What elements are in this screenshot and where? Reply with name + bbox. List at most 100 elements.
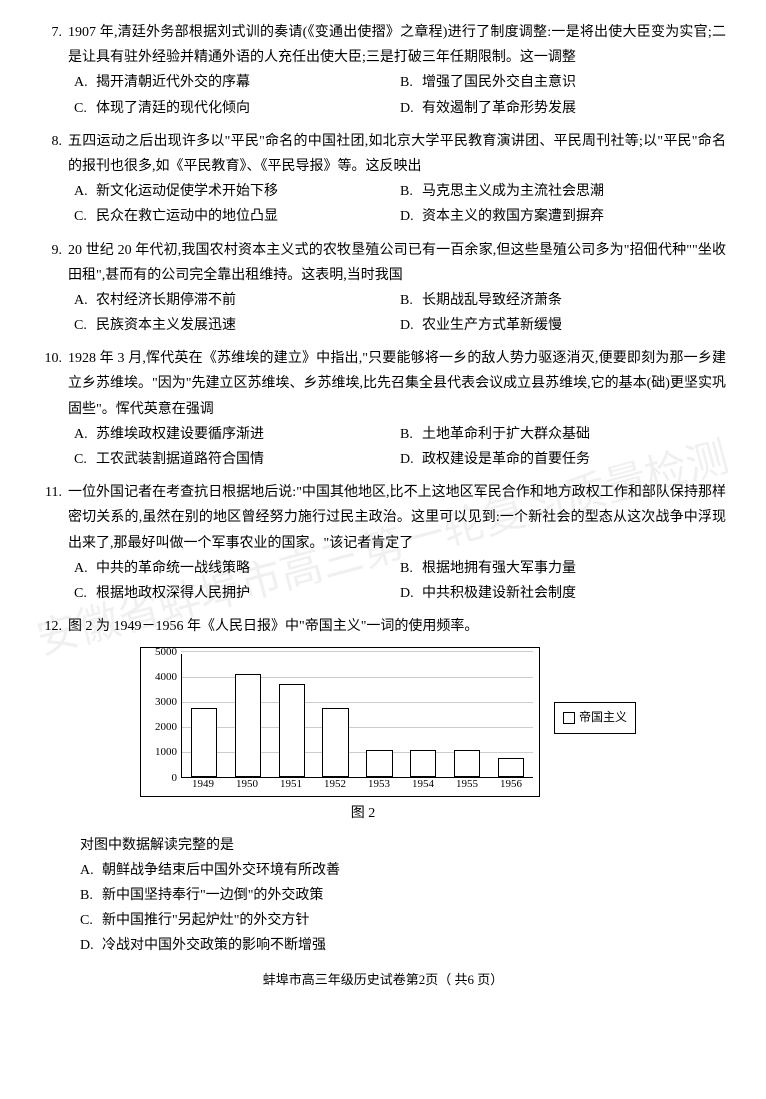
question-stem: 五四运动之后出现许多以"平民"命名的中国社团,如北京大学平民教育演讲团、平民周刊… bbox=[68, 129, 726, 179]
option-text: 揭开清朝近代外交的序幕 bbox=[96, 70, 400, 95]
question-12: 12.图 2 为 1949－1956 年《人民日报》中"帝国主义"一词的使用频率… bbox=[40, 614, 726, 639]
option-label: C. bbox=[74, 581, 96, 606]
x-tick-label: 1953 bbox=[357, 775, 401, 795]
question-stem: 1928 年 3 月,恽代英在《苏维埃的建立》中指出,"只要能够将一乡的敌人势力… bbox=[68, 346, 726, 422]
question-8: 8.五四运动之后出现许多以"平民"命名的中国社团,如北京大学平民教育演讲团、平民… bbox=[40, 129, 726, 230]
option-text: 马克思主义成为主流社会思潮 bbox=[422, 179, 726, 204]
y-tick-label: 4000 bbox=[155, 668, 177, 688]
option-label: A. bbox=[74, 556, 96, 581]
option-text: 民族资本主义发展迅速 bbox=[96, 313, 400, 338]
bar bbox=[279, 684, 305, 777]
option: C.根据地政权深得人民拥护 bbox=[74, 581, 400, 606]
option-label: C. bbox=[74, 313, 96, 338]
question-11: 11.一位外国记者在考查抗日根据地后说:"中国其他地区,比不上这地区军民合作和地… bbox=[40, 480, 726, 606]
option-label: B. bbox=[400, 422, 422, 447]
option-label: B. bbox=[400, 288, 422, 313]
option-text: 根据地政权深得人民拥护 bbox=[96, 581, 400, 606]
option-label: B. bbox=[400, 556, 422, 581]
bar bbox=[366, 750, 392, 777]
bar bbox=[410, 750, 436, 777]
option-text: 长期战乱导致经济萧条 bbox=[422, 288, 726, 313]
option: A.苏维埃政权建设要循序渐进 bbox=[74, 422, 400, 447]
option: B.马克思主义成为主流社会思潮 bbox=[400, 179, 726, 204]
option-text: 土地革命利于扩大群众基础 bbox=[422, 422, 726, 447]
option: C.工农武装割据道路符合国情 bbox=[74, 447, 400, 472]
option-label: B. bbox=[80, 883, 102, 908]
q12-prompt: 对图中数据解读完整的是 bbox=[80, 833, 726, 858]
option-label: D. bbox=[400, 96, 422, 121]
y-tick-label: 3000 bbox=[155, 693, 177, 713]
option-text: 中共的革命统一战线策略 bbox=[96, 556, 400, 581]
option-label: D. bbox=[400, 447, 422, 472]
question-9: 9.20 世纪 20 年代初,我国农村资本主义式的农牧垦殖公司已有一百余家,但这… bbox=[40, 238, 726, 339]
y-tick-label: 1000 bbox=[155, 743, 177, 763]
chart-legend: 帝国主义 bbox=[554, 702, 636, 734]
option-label: C. bbox=[74, 447, 96, 472]
option: D.有效遏制了革命形势发展 bbox=[400, 96, 726, 121]
option: C.体现了清廷的现代化倾向 bbox=[74, 96, 400, 121]
option: A.中共的革命统一战线策略 bbox=[74, 556, 400, 581]
question-number: 7. bbox=[40, 20, 68, 70]
option: C.民族资本主义发展迅速 bbox=[74, 313, 400, 338]
legend-swatch bbox=[563, 712, 575, 724]
x-tick-label: 1949 bbox=[181, 775, 225, 795]
question-number: 11. bbox=[40, 480, 68, 556]
option-text: 政权建设是革命的首要任务 bbox=[422, 447, 726, 472]
bar bbox=[322, 708, 348, 777]
y-tick-label: 2000 bbox=[155, 718, 177, 738]
option: D.资本主义的救国方案遭到摒弃 bbox=[400, 204, 726, 229]
option: D.政权建设是革命的首要任务 bbox=[400, 447, 726, 472]
x-tick-label: 1954 bbox=[401, 775, 445, 795]
option-text: 增强了国民外交自主意识 bbox=[422, 70, 726, 95]
x-tick-label: 1950 bbox=[225, 775, 269, 795]
option-text: 资本主义的救国方案遭到摒弃 bbox=[422, 204, 726, 229]
option-text: 苏维埃政权建设要循序渐进 bbox=[96, 422, 400, 447]
question-stem: 1907 年,清廷外务部根据刘式训的奏请(《变通出使摺》之章程)进行了制度调整:… bbox=[68, 20, 726, 70]
option-label: B. bbox=[400, 179, 422, 204]
question-number: 9. bbox=[40, 238, 68, 288]
bar bbox=[191, 708, 217, 777]
question-stem: 一位外国记者在考查抗日根据地后说:"中国其他地区,比不上这地区军民合作和地方政权… bbox=[68, 480, 726, 556]
question-number: 10. bbox=[40, 346, 68, 422]
option: D.冷战对中国外交政策的影响不断增强 bbox=[80, 933, 726, 958]
option-label: B. bbox=[400, 70, 422, 95]
option-text: 农业生产方式革新缓慢 bbox=[422, 313, 726, 338]
option-text: 农村经济长期停滞不前 bbox=[96, 288, 400, 313]
option-label: D. bbox=[400, 204, 422, 229]
option: A.农村经济长期停滞不前 bbox=[74, 288, 400, 313]
option-text: 体现了清廷的现代化倾向 bbox=[96, 96, 400, 121]
question-number: 12. bbox=[40, 614, 68, 639]
bar bbox=[235, 674, 261, 777]
option: C.民众在救亡运动中的地位凸显 bbox=[74, 204, 400, 229]
option-text: 新中国推行"另起炉灶"的外交方针 bbox=[102, 908, 726, 933]
question-stem: 20 世纪 20 年代初,我国农村资本主义式的农牧垦殖公司已有一百余家,但这些垦… bbox=[68, 238, 726, 288]
option-text: 根据地拥有强大军事力量 bbox=[422, 556, 726, 581]
gridline bbox=[181, 651, 533, 652]
option-text: 新中国坚持奉行"一边倒"的外交政策 bbox=[102, 883, 726, 908]
option-label: A. bbox=[74, 422, 96, 447]
option-text: 新文化运动促使学术开始下移 bbox=[96, 179, 400, 204]
x-tick-label: 1955 bbox=[445, 775, 489, 795]
option: A.新文化运动促使学术开始下移 bbox=[74, 179, 400, 204]
x-tick-label: 1952 bbox=[313, 775, 357, 795]
option: B.长期战乱导致经济萧条 bbox=[400, 288, 726, 313]
option-label: D. bbox=[400, 581, 422, 606]
option: B.土地革命利于扩大群众基础 bbox=[400, 422, 726, 447]
question-7: 7.1907 年,清廷外务部根据刘式训的奏请(《变通出使摺》之章程)进行了制度调… bbox=[40, 20, 726, 121]
option-label: A. bbox=[74, 288, 96, 313]
x-tick-label: 1956 bbox=[489, 775, 533, 795]
option: B.新中国坚持奉行"一边倒"的外交政策 bbox=[80, 883, 726, 908]
option: B.根据地拥有强大军事力量 bbox=[400, 556, 726, 581]
legend-label: 帝国主义 bbox=[579, 707, 627, 729]
page-footer: 蚌埠市高三年级历史试卷第2页（ 共6 页） bbox=[40, 968, 726, 991]
option-label: C. bbox=[80, 908, 102, 933]
option-label: C. bbox=[74, 96, 96, 121]
y-tick-label: 5000 bbox=[155, 642, 177, 662]
figure-caption: 图 2 bbox=[140, 801, 726, 826]
bar bbox=[454, 750, 480, 777]
option: D.中共积极建设新社会制度 bbox=[400, 581, 726, 606]
option-text: 中共积极建设新社会制度 bbox=[422, 581, 726, 606]
question-number: 8. bbox=[40, 129, 68, 179]
option-text: 冷战对中国外交政策的影响不断增强 bbox=[102, 933, 726, 958]
q12-chart-wrap: 010002000300040005000 194919501951195219… bbox=[40, 647, 726, 826]
